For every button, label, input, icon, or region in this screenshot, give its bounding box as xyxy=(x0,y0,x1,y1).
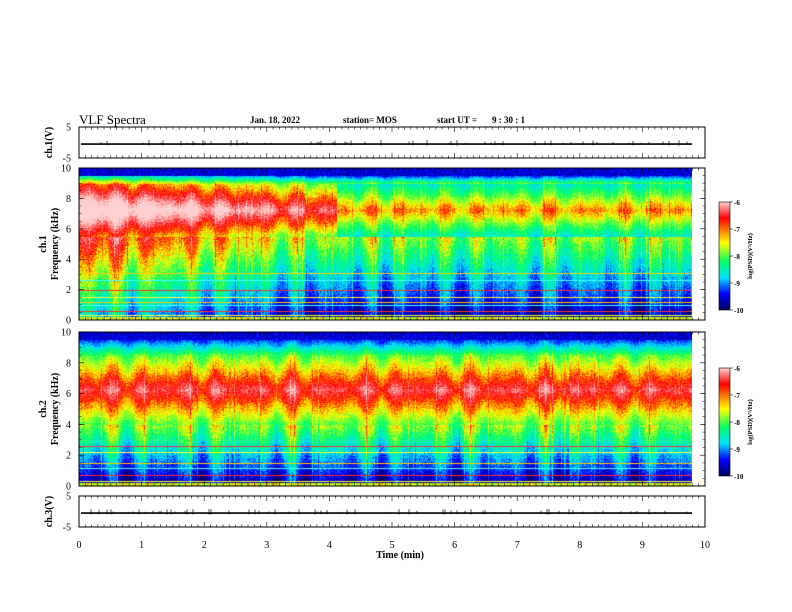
y-tick-label: 10 xyxy=(61,328,71,339)
x-tick-label: 3 xyxy=(264,540,269,551)
ch1-colorbar-label: log(PSD)(V²/Hz) xyxy=(747,233,754,279)
ch2-colorbar-tick-label: -7 xyxy=(734,392,740,400)
ch1-spectrogram-image xyxy=(79,168,692,320)
x-tick-label: 10 xyxy=(700,540,710,551)
x-axis-label: Time (min) xyxy=(376,550,424,561)
ch2-spectrogram-blank xyxy=(692,332,705,486)
ch1-waveform-ylabel: ch.1(V) xyxy=(44,127,55,158)
ch1-spectrogram-blank xyxy=(692,168,705,320)
x-tick-label: 9 xyxy=(640,540,645,551)
y-tick-label: 0 xyxy=(66,482,71,493)
y-tick-label: -5 xyxy=(63,523,71,534)
ch1-colorbar-tick-label: -8 xyxy=(734,253,740,261)
ch1-colorbar-tick-label: -10 xyxy=(734,307,744,315)
ch1-spec-ylabel-freq: Frequency (kHz) xyxy=(50,208,61,280)
x-tick-label: 7 xyxy=(515,540,520,551)
figure-title: VLF Spectra xyxy=(79,112,146,127)
y-tick-label: 2 xyxy=(66,285,71,296)
spectrogram-layer xyxy=(79,140,705,515)
x-tick-label: 2 xyxy=(202,540,207,551)
y-tick-label: 6 xyxy=(66,224,71,235)
ch2-spectrogram-image xyxy=(79,332,692,486)
x-tick-label: 1 xyxy=(139,540,144,551)
y-tick-label: -5 xyxy=(63,154,71,165)
ch2-spec-ylabel-freq: Frequency (kHz) xyxy=(50,373,61,445)
ch1-colorbar-tick-label: -6 xyxy=(734,199,740,207)
ch1-spec-ylabel-channel: ch.1 xyxy=(38,235,49,253)
panel-frames xyxy=(78,126,733,528)
ch2-colorbar-tick-label: -8 xyxy=(734,419,740,427)
x-tick-label: 8 xyxy=(577,540,582,551)
y-tick-label: 5 xyxy=(66,492,71,503)
y-tick-label: 6 xyxy=(66,389,71,400)
y-tick-label: 8 xyxy=(66,358,71,369)
y-tick-label: 4 xyxy=(66,420,71,431)
x-tick-label: 4 xyxy=(327,540,332,551)
x-tick-label: 0 xyxy=(77,540,82,551)
ch3-waveform-ylabel: ch.3(V) xyxy=(44,496,55,527)
y-tick-label: 0 xyxy=(66,316,71,327)
start-time-value: 9 : 30 : 1 xyxy=(492,115,525,125)
y-tick-label: 5 xyxy=(66,123,71,134)
x-tick-label: 5 xyxy=(390,540,395,551)
y-tick-label: 10 xyxy=(61,164,71,175)
ch1-colorbar-tick-label: -7 xyxy=(734,226,740,234)
ch2-colorbar-bar xyxy=(718,367,731,477)
y-tick-label: 8 xyxy=(66,194,71,205)
ch2-colorbar-tick-label: -10 xyxy=(734,473,744,481)
station-label: station= MOS xyxy=(343,115,397,125)
y-tick-label: 2 xyxy=(66,451,71,462)
x-tick-label: 6 xyxy=(452,540,457,551)
ch2-colorbar-tick-label: -6 xyxy=(734,365,740,373)
y-tick-label: 4 xyxy=(66,255,71,266)
ch2-colorbar-tick-label: -9 xyxy=(734,446,740,454)
ch1-colorbar-bar xyxy=(718,201,731,311)
date-label: Jan. 18, 2022 xyxy=(250,115,301,125)
ch2-colorbar-label: log(PSD)(V²/Hz) xyxy=(747,399,754,445)
ch2-spec-ylabel-channel: ch.2 xyxy=(38,400,49,418)
ch1-colorbar-tick-label: -9 xyxy=(734,280,740,288)
start-time-prefix: start UT = xyxy=(437,115,477,125)
